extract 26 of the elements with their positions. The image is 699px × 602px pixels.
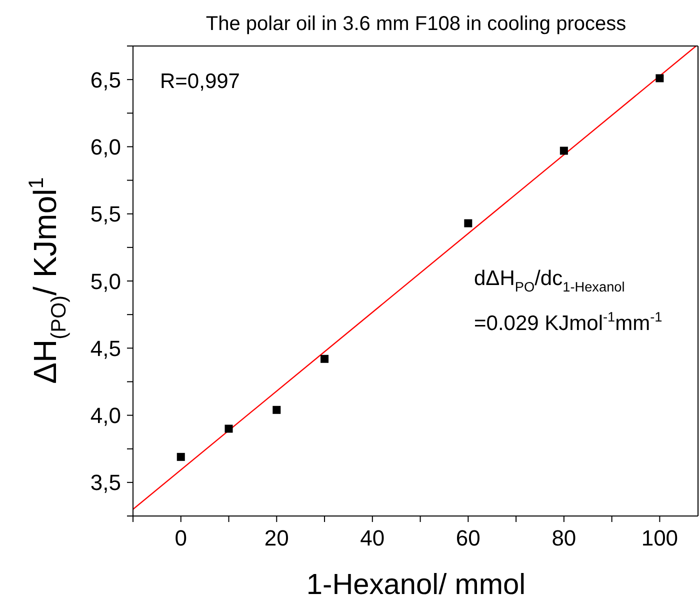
y-tick-label: 4,5 (90, 336, 121, 361)
y-tick-label: 5,5 (90, 202, 121, 227)
point (560, 146, 568, 155)
x-tick-label: 60 (456, 526, 480, 551)
y-tick-label: 4,0 (90, 403, 121, 428)
y-axis-title: ΔH(PO)/ KJmol1 (25, 177, 71, 384)
x-tick-label: 20 (264, 526, 289, 551)
annotation: =0.029 KJmol$^{-1}$mm$^{-1}$ (474, 310, 662, 335)
point (320, 354, 329, 363)
annotation: R=0,997 (160, 70, 240, 93)
point (464, 219, 472, 228)
x-tick-label: 40 (360, 526, 385, 551)
y-tick-label: 5,0 (90, 268, 121, 294)
y-tick-label: 3,5 (90, 470, 121, 496)
x-axis-title: 1-Hexanol/ mmol (306, 569, 526, 601)
y-tick-label: 6,0 (90, 134, 121, 160)
x-tick-label: 80 (552, 526, 576, 551)
point (176, 452, 185, 461)
annotation: dΔH$_{PO}$/dc$_{1-Hexanol}$ (474, 267, 625, 294)
x-tick-label: 100 (641, 526, 678, 551)
point (272, 406, 281, 414)
point (224, 424, 233, 433)
x-tick-label: 0 (174, 526, 188, 551)
chart-title: The polar oil in 3.6 mm F108 in cooling process (206, 13, 626, 35)
y-tick-label: 6,5 (90, 67, 121, 92)
point (656, 74, 664, 82)
